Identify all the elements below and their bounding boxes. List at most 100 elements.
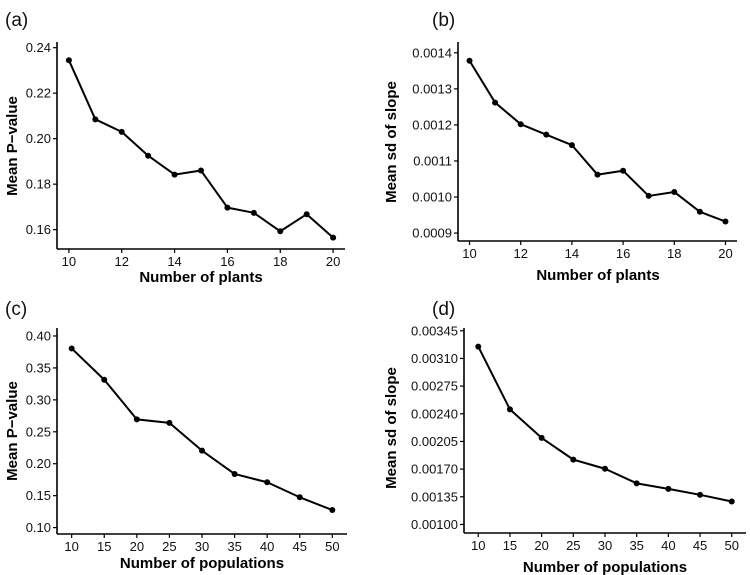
data-point-c	[133, 416, 140, 423]
data-point-b	[568, 142, 575, 149]
x-tick-label-c: 40	[260, 539, 274, 554]
data-point-b	[492, 99, 499, 106]
y-tick-label-d: 0.00205	[411, 434, 458, 449]
data-point-a	[65, 57, 72, 64]
data-point-d	[506, 406, 513, 413]
data-point-a	[224, 204, 231, 211]
plot-area-c: 10 15 20 25 30 35 40 45 50 0.10 0.15 0.20 0.25 0.30 0.…	[26, 328, 347, 554]
data-point-d	[475, 343, 482, 350]
data-point-d	[602, 465, 608, 472]
y-axis-title-d: Mean sd of slope	[383, 367, 400, 489]
panel-d: (d) Number of populations Mean sd of slo…	[383, 299, 746, 575]
x-tick-label-c: 30	[195, 539, 209, 554]
data-point-a	[92, 116, 99, 123]
panel-label-a: (a)	[5, 10, 28, 31]
data-point-b	[696, 208, 703, 215]
panel-a: (a) Number of plants Mean P−value 10 12 14…	[4, 10, 345, 286]
data-point-d	[728, 498, 735, 505]
y-tick-label-a: 0.16	[26, 222, 51, 237]
x-tick-label-c: 50	[325, 539, 339, 554]
x-tick-label-c: 45	[293, 539, 307, 554]
x-tick-label-d: 10	[471, 538, 485, 553]
data-point-d	[538, 434, 545, 441]
x-tick-label-d: 25	[566, 538, 580, 553]
data-point-d	[570, 456, 577, 463]
x-tick-label-d: 45	[693, 538, 707, 553]
x-axis-title-d: Number of populations	[523, 559, 687, 575]
x-tick-label-c: 20	[130, 539, 144, 554]
x-tick-label-b: 16	[616, 246, 630, 261]
y-axis-title-b: Mean sd of slope	[383, 81, 400, 203]
x-tick-label-b: 14	[565, 246, 579, 261]
x-axis-title-b: Number of plants	[536, 267, 659, 284]
y-tick-label-a: 0.24	[26, 40, 51, 55]
data-point-a	[250, 209, 257, 216]
y-tick-label-b: 0.0012	[412, 117, 452, 132]
x-tick-label-a: 14	[167, 254, 181, 269]
data-point-c	[101, 376, 108, 383]
data-point-a	[330, 234, 337, 241]
x-axis-title-c: Number of populations	[120, 555, 284, 572]
series-line-b	[468, 60, 726, 223]
x-tick-label-d: 20	[534, 538, 548, 553]
y-tick-label-c: 0.15	[26, 488, 51, 503]
data-point-c	[199, 447, 205, 454]
data-point-c	[231, 470, 238, 477]
y-tick-label-b: 0.0013	[412, 81, 452, 96]
y-tick-label-d: 0.00100	[411, 517, 458, 532]
y-tick-label-b: 0.0009	[412, 226, 452, 241]
x-tick-label-d: 15	[503, 538, 517, 553]
data-point-d	[633, 480, 640, 487]
x-tick-label-d: 30	[598, 538, 612, 553]
data-point-b	[517, 121, 524, 128]
plot-area-b: 10 12 14 16 18 20 0.0009 0.0010 0.0011 0.0012 0.00…	[412, 42, 737, 261]
plot-area-d: 10 15 20 25 30 35 40 45 50 0.00100 0.00135 0.00170 0…	[411, 323, 746, 553]
y-tick-label-d: 0.00170	[411, 462, 458, 477]
x-tick-label-c: 15	[97, 539, 111, 554]
data-point-b	[620, 167, 627, 174]
data-point-b	[543, 131, 550, 138]
data-point-a	[303, 211, 310, 218]
panel-b: (b) Number of plants Mean sd of slope 10…	[383, 10, 737, 284]
y-tick-label-c: 0.30	[26, 392, 51, 407]
x-tick-label-a: 12	[114, 254, 128, 269]
x-tick-label-a: 10	[62, 254, 76, 269]
data-point-a	[277, 228, 284, 235]
y-tick-label-d: 0.00240	[411, 406, 458, 421]
data-point-c	[166, 419, 173, 426]
data-point-b	[722, 218, 729, 225]
panel-label-c: (c)	[5, 299, 27, 320]
x-tick-label-c: 25	[162, 539, 176, 554]
panel-label-d: (d)	[432, 299, 455, 320]
y-tick-label-b: 0.0010	[412, 190, 452, 205]
y-tick-label-c: 0.35	[26, 360, 51, 375]
x-tick-label-c: 10	[64, 539, 78, 554]
data-point-a	[198, 167, 204, 174]
data-point-a	[171, 171, 178, 178]
x-tick-label-b: 12	[513, 246, 527, 261]
data-point-a	[118, 128, 125, 135]
x-tick-label-b: 20	[718, 246, 732, 261]
x-tick-label-a: 16	[220, 254, 234, 269]
y-axis-title-c: Mean P−value	[4, 381, 21, 481]
x-tick-label-a: 18	[273, 254, 287, 269]
series-line-d	[477, 346, 732, 503]
x-tick-label-c: 35	[227, 539, 241, 554]
panel-label-b: (b)	[432, 10, 455, 31]
y-tick-label-a: 0.20	[26, 131, 51, 146]
data-point-b	[466, 57, 473, 64]
series-line-c	[70, 347, 333, 511]
data-point-c	[68, 345, 75, 352]
x-tick-label-d: 35	[629, 538, 643, 553]
y-tick-label-d: 0.00345	[411, 323, 458, 338]
y-axis-title-a: Mean P−value	[4, 96, 21, 196]
y-tick-label-c: 0.10	[26, 520, 51, 535]
x-tick-label-b: 18	[667, 246, 681, 261]
y-tick-label-c: 0.40	[26, 328, 51, 343]
data-point-d	[665, 485, 672, 492]
data-point-d	[697, 491, 704, 498]
plot-area-a: 10 12 14 16 18 20 0.16 0.18 0.20 0.22 0.24	[26, 40, 345, 269]
y-tick-label-b: 0.0014	[412, 45, 452, 60]
data-point-b	[594, 171, 601, 178]
